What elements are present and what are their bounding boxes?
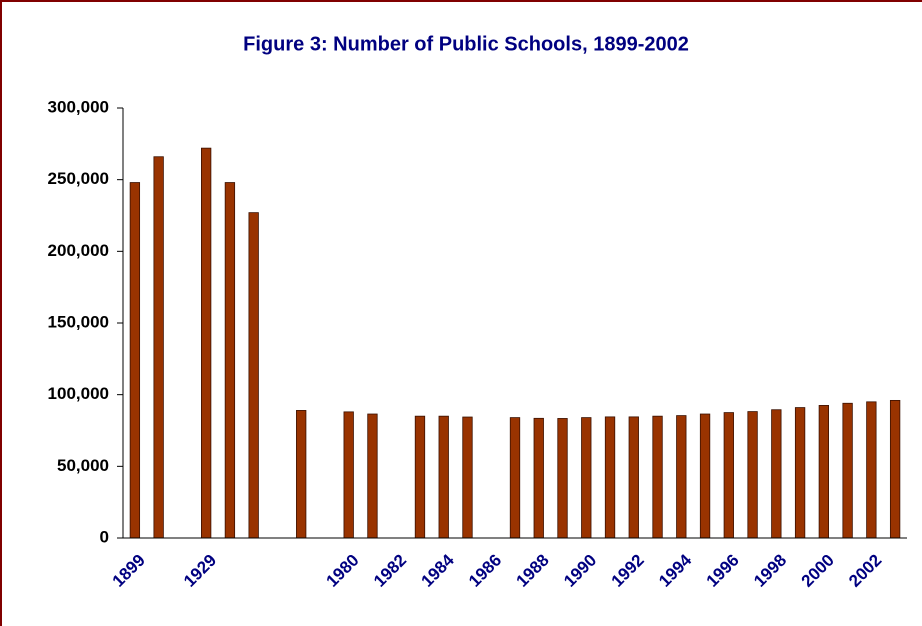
chart-title: Figure 3: Number of Public Schools, 1899… [243, 33, 689, 55]
bar [794, 407, 806, 539]
x-tick-label: 1988 [513, 551, 553, 591]
y-tick-label: 100,000 [48, 384, 109, 403]
bar [581, 417, 592, 539]
x-tick-label: 2002 [845, 551, 885, 591]
x-tick-label: 2000 [798, 551, 838, 591]
bar [771, 409, 782, 539]
y-tick-label: 250,000 [48, 169, 109, 188]
x-tick-label: 1992 [608, 551, 648, 591]
bar [129, 182, 141, 539]
x-tick-label: 1980 [323, 551, 363, 591]
bar [842, 402, 853, 539]
bar [462, 416, 473, 539]
bar [438, 415, 449, 539]
y-tick-label: 300,000 [48, 97, 109, 116]
bar [248, 212, 259, 539]
x-tick-label: 1996 [703, 551, 743, 591]
x-tick-label: 1984 [418, 550, 459, 591]
bar [557, 418, 568, 539]
bar [533, 417, 544, 539]
x-tick-label: 1899 [109, 551, 149, 591]
bar [414, 415, 426, 539]
y-tick-label: 150,000 [48, 312, 109, 331]
y-tick-label: 0 [100, 527, 109, 546]
bar [343, 411, 354, 539]
bar [153, 156, 164, 539]
bar [723, 412, 734, 539]
bar [604, 416, 616, 539]
bar [224, 182, 236, 539]
x-tick-label: 1986 [465, 551, 505, 591]
bar [296, 410, 307, 539]
bar [889, 399, 901, 539]
bar [367, 413, 378, 539]
bar [200, 147, 212, 539]
x-tick-label: 1929 [180, 551, 220, 591]
y-tick-label: 50,000 [57, 456, 109, 475]
y-tick-label: 200,000 [48, 241, 109, 260]
bar [509, 417, 521, 539]
x-tick-label: 1994 [655, 550, 696, 591]
bar [628, 416, 639, 539]
bar [866, 401, 877, 539]
bar [676, 415, 687, 539]
x-tick-label: 1982 [370, 551, 410, 591]
bar [652, 415, 663, 539]
bar [818, 405, 830, 539]
x-tick-label: 1990 [560, 551, 600, 591]
bar [699, 413, 711, 539]
bar [747, 411, 758, 539]
x-tick-label: 1998 [750, 551, 790, 591]
